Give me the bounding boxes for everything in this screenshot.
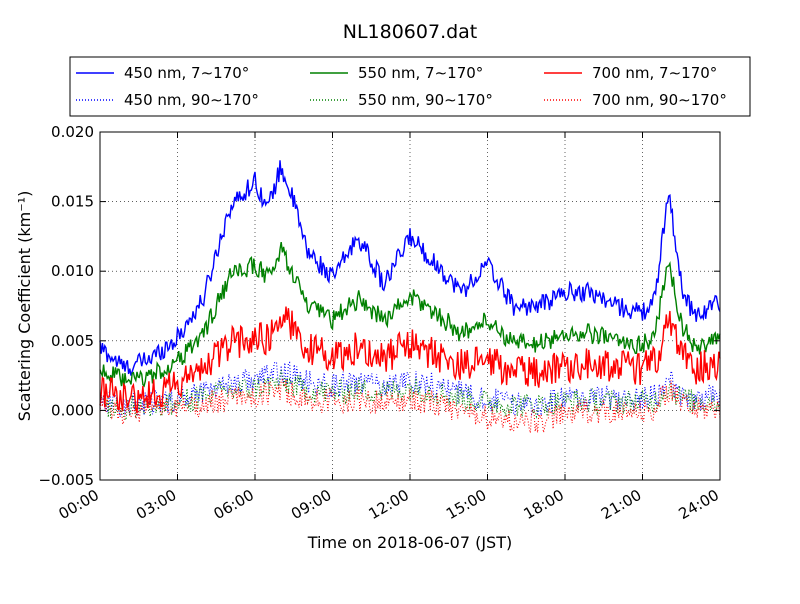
x-tick-label: 00:00 xyxy=(56,486,102,523)
series-line xyxy=(99,361,721,417)
y-tick-label: −0.005 xyxy=(38,471,94,489)
x-tick-label: 12:00 xyxy=(366,486,412,523)
series-line xyxy=(99,370,721,422)
x-tick-label: 06:00 xyxy=(211,486,257,523)
legend-label: 450 nm, 90∼170° xyxy=(124,91,259,109)
y-tick-label: 0.010 xyxy=(51,262,94,280)
y-tick-label: 0.005 xyxy=(51,332,94,350)
axis-ticks: −0.005 0.000 0.005 0.010 0.015 0.020 00:00 03:0… xyxy=(38,123,722,523)
series-line xyxy=(99,378,721,434)
series-layer xyxy=(99,160,721,434)
legend: 450 nm, 7∼170° 450 nm, 90∼170° 550 nm, 7∼1… xyxy=(69,56,751,117)
x-tick-label: 21:00 xyxy=(598,486,644,523)
x-axis-label: Time on 2018-06-07 (JST) xyxy=(307,533,512,552)
y-axis-label: Scattering Coefficient (km⁻¹) xyxy=(15,191,34,422)
legend-label: 550 nm, 7∼170° xyxy=(358,64,483,82)
x-tick-label: 18:00 xyxy=(521,486,567,523)
series-line xyxy=(99,241,721,390)
legend-label: 550 nm, 90∼170° xyxy=(358,91,493,109)
legend-label: 700 nm, 90∼170° xyxy=(592,91,727,109)
chart-title: NL180607.dat xyxy=(343,21,478,43)
x-tick-label: 09:00 xyxy=(288,486,334,523)
series-line xyxy=(99,306,721,414)
y-tick-label: 0.015 xyxy=(51,193,94,211)
grid-lines xyxy=(100,132,720,480)
plot-frame xyxy=(99,131,721,481)
x-tick-label: 24:00 xyxy=(676,486,722,523)
series-line xyxy=(99,160,721,376)
legend-label: 450 nm, 7∼170° xyxy=(124,64,249,82)
legend-box xyxy=(69,56,751,117)
legend-label: 700 nm, 7∼170° xyxy=(592,64,717,82)
y-tick-label: 0.000 xyxy=(51,401,94,419)
x-tick-label: 15:00 xyxy=(443,486,489,523)
y-tick-label: 0.020 xyxy=(51,123,94,141)
x-tick-label: 03:00 xyxy=(133,486,179,523)
